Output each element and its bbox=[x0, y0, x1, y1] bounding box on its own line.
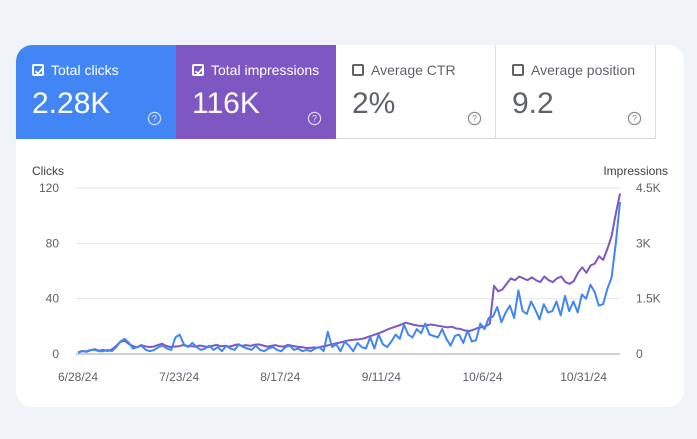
left-tick-label: 120 bbox=[39, 181, 59, 195]
right-tick-label: 1.5K bbox=[636, 292, 661, 306]
x-tick-label: 10/6/24 bbox=[462, 370, 502, 384]
svg-text:?: ? bbox=[152, 114, 157, 124]
x-tick-label: 6/28/24 bbox=[58, 370, 98, 384]
total-impressions-value: 116K bbox=[192, 87, 260, 120]
checkbox-checked-icon[interactable] bbox=[32, 64, 44, 76]
x-axis-ticks: 6/28/24 7/23/24 8/17/24 9/11/24 10/6/24 10/31… bbox=[58, 370, 607, 384]
average-position-label: Average position bbox=[531, 62, 636, 78]
left-tick-label: 40 bbox=[46, 292, 60, 306]
right-tick-label: 4.5K bbox=[636, 181, 661, 195]
total-clicks-label: Total clicks bbox=[51, 62, 119, 78]
x-tick-label: 7/23/24 bbox=[159, 370, 199, 384]
checkbox-unchecked-icon[interactable] bbox=[352, 64, 364, 76]
right-axis-ticks: 0 1.5K 3K 4.5K bbox=[636, 181, 661, 361]
clicks-series-line bbox=[77, 201, 621, 354]
average-position-tile[interactable]: Average position 9.2 ? bbox=[496, 45, 656, 139]
help-icon[interactable]: ? bbox=[467, 111, 482, 126]
total-impressions-tile[interactable]: Total impressions 116K ? bbox=[176, 45, 336, 139]
help-icon[interactable]: ? bbox=[307, 111, 322, 126]
series-lines bbox=[77, 193, 621, 354]
average-ctr-value: 2% bbox=[352, 87, 396, 120]
svg-text:?: ? bbox=[632, 114, 637, 124]
checkbox-unchecked-icon[interactable] bbox=[512, 64, 524, 76]
help-icon[interactable]: ? bbox=[627, 111, 642, 126]
svg-text:?: ? bbox=[312, 114, 317, 124]
gridlines bbox=[76, 187, 620, 355]
performance-card: Total clicks 2.28K ? Total impressions 1… bbox=[16, 45, 684, 407]
x-tick-label: 9/11/24 bbox=[362, 370, 401, 384]
metric-tiles: Total clicks 2.28K ? Total impressions 1… bbox=[16, 45, 656, 139]
right-tick-label: 0 bbox=[636, 347, 643, 361]
help-icon[interactable]: ? bbox=[147, 111, 162, 126]
left-tick-label: 80 bbox=[46, 236, 60, 250]
average-ctr-label: Average CTR bbox=[371, 62, 456, 78]
x-tick-label: 10/31/24 bbox=[560, 370, 607, 384]
left-tick-label: 0 bbox=[52, 347, 59, 361]
impressions-series-line bbox=[77, 193, 621, 354]
total-clicks-value: 2.28K bbox=[32, 87, 111, 120]
average-ctr-tile[interactable]: Average CTR 2% ? bbox=[336, 45, 496, 139]
right-tick-label: 3K bbox=[636, 236, 651, 250]
right-axis-title: Impressions bbox=[603, 164, 668, 178]
x-tick-label: 8/17/24 bbox=[260, 370, 300, 384]
svg-text:?: ? bbox=[472, 114, 477, 124]
checkbox-checked-icon[interactable] bbox=[192, 64, 204, 76]
average-position-value: 9.2 bbox=[512, 87, 554, 120]
left-axis-title: Clicks bbox=[32, 164, 64, 178]
total-clicks-tile[interactable]: Total clicks 2.28K ? bbox=[16, 45, 176, 139]
left-axis-ticks: 0 40 80 120 bbox=[39, 181, 59, 361]
total-impressions-label: Total impressions bbox=[211, 62, 320, 78]
